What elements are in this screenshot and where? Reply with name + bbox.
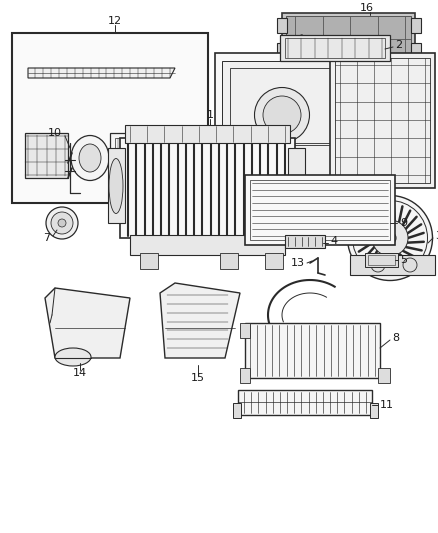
Bar [245, 323, 380, 378]
Bar [330, 53, 435, 188]
Text: 13: 13 [291, 258, 305, 268]
Bar [245, 175, 395, 245]
Bar [110, 133, 195, 178]
Ellipse shape [347, 196, 432, 280]
Bar [220, 253, 238, 269]
Text: 16: 16 [360, 3, 374, 13]
Ellipse shape [55, 348, 91, 366]
Text: 9: 9 [400, 218, 407, 228]
Bar [125, 125, 290, 143]
Bar [365, 253, 398, 267]
Bar [25, 133, 68, 178]
Text: 4: 4 [330, 236, 337, 246]
Text: 7: 7 [43, 233, 50, 243]
Bar [130, 235, 285, 255]
Bar [140, 253, 158, 269]
Polygon shape [160, 283, 240, 358]
Text: 5: 5 [400, 255, 407, 265]
Text: 11: 11 [380, 400, 394, 410]
Bar [120, 138, 295, 238]
Ellipse shape [372, 220, 408, 256]
Ellipse shape [254, 87, 310, 142]
Ellipse shape [263, 96, 301, 134]
Text: 14: 14 [73, 368, 87, 378]
Text: 12: 12 [108, 16, 122, 26]
Ellipse shape [46, 207, 78, 239]
Polygon shape [45, 288, 130, 358]
Polygon shape [28, 68, 175, 78]
Text: 10: 10 [48, 128, 62, 138]
Bar [285, 38, 385, 58]
Text: 15: 15 [191, 373, 205, 383]
Bar [411, 43, 421, 57]
Bar [378, 368, 390, 383]
Bar [277, 43, 287, 57]
Bar [370, 403, 378, 418]
Bar [240, 368, 250, 383]
Bar [115, 138, 190, 173]
Text: 2: 2 [395, 40, 402, 50]
Bar [233, 403, 241, 418]
Ellipse shape [109, 158, 123, 214]
Ellipse shape [79, 144, 101, 172]
Bar [282, 13, 415, 63]
Bar [265, 253, 283, 269]
Ellipse shape [71, 135, 109, 181]
Bar [280, 35, 390, 61]
Bar [350, 255, 435, 275]
Bar [230, 145, 330, 181]
Bar [288, 148, 305, 223]
Text: 8: 8 [392, 333, 399, 343]
Bar [250, 180, 390, 240]
Bar [222, 61, 340, 186]
Bar [230, 68, 330, 143]
Bar [108, 148, 125, 223]
Bar [277, 18, 287, 33]
Bar [335, 58, 430, 183]
Bar [411, 18, 421, 33]
Bar [240, 323, 250, 338]
Text: 1: 1 [206, 110, 213, 120]
Text: 3: 3 [435, 231, 438, 241]
Ellipse shape [51, 212, 73, 234]
Bar [368, 255, 395, 265]
Bar [238, 390, 372, 415]
Bar [215, 53, 350, 193]
Ellipse shape [58, 219, 66, 227]
Bar [285, 235, 325, 248]
Ellipse shape [384, 232, 396, 244]
Bar [286, 16, 411, 60]
Bar [12, 33, 208, 203]
